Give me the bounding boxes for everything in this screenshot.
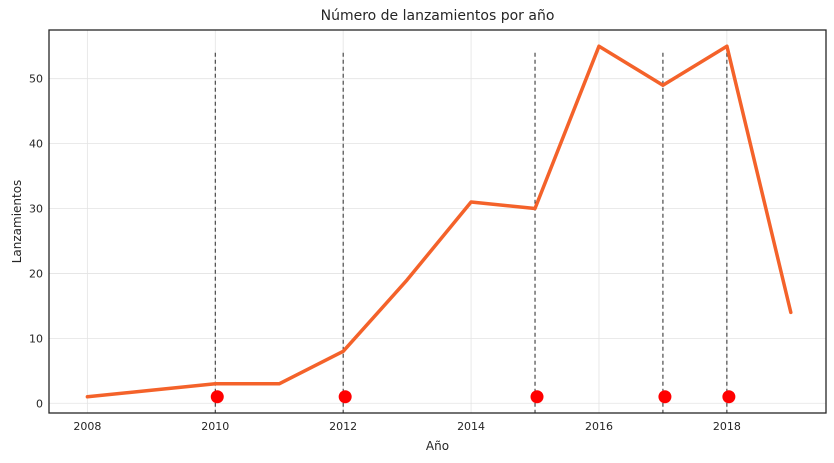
x-tick-label: 2018: [713, 420, 741, 433]
x-tick-labels: 2008 2010 2012 2014 2016 2018: [73, 420, 741, 433]
y-tick-label: 40: [29, 138, 43, 151]
x-tick-label: 2016: [585, 420, 613, 433]
y-tick-label: 50: [29, 73, 43, 86]
x-tick-label: 2012: [329, 420, 357, 433]
event-marker-dot: [722, 390, 736, 404]
chart-title: Número de lanzamientos por año: [321, 8, 555, 24]
y-tick-label: 0: [36, 397, 43, 410]
event-marker-dot: [338, 390, 352, 404]
plot-frame: [48, 29, 827, 414]
event-markers: [210, 390, 736, 404]
x-axis-label: Año: [426, 439, 449, 453]
y-tick-label: 20: [29, 267, 43, 280]
series-lines: [85, 44, 793, 399]
launches-line: [85, 44, 793, 399]
event-marker-dot: [530, 390, 544, 404]
y-axis-label: Lanzamientos: [10, 180, 24, 264]
x-tick-label: 2010: [201, 420, 229, 433]
x-tick-label: 2008: [73, 420, 101, 433]
event-marker-dot: [210, 390, 224, 404]
x-tick-label: 2014: [457, 420, 485, 433]
y-tick-label: 10: [29, 332, 43, 345]
y-tick-label: 30: [29, 203, 43, 216]
y-tick-labels: 0 10 20 30 40 50: [29, 73, 43, 411]
event-marker-dot: [658, 390, 672, 404]
